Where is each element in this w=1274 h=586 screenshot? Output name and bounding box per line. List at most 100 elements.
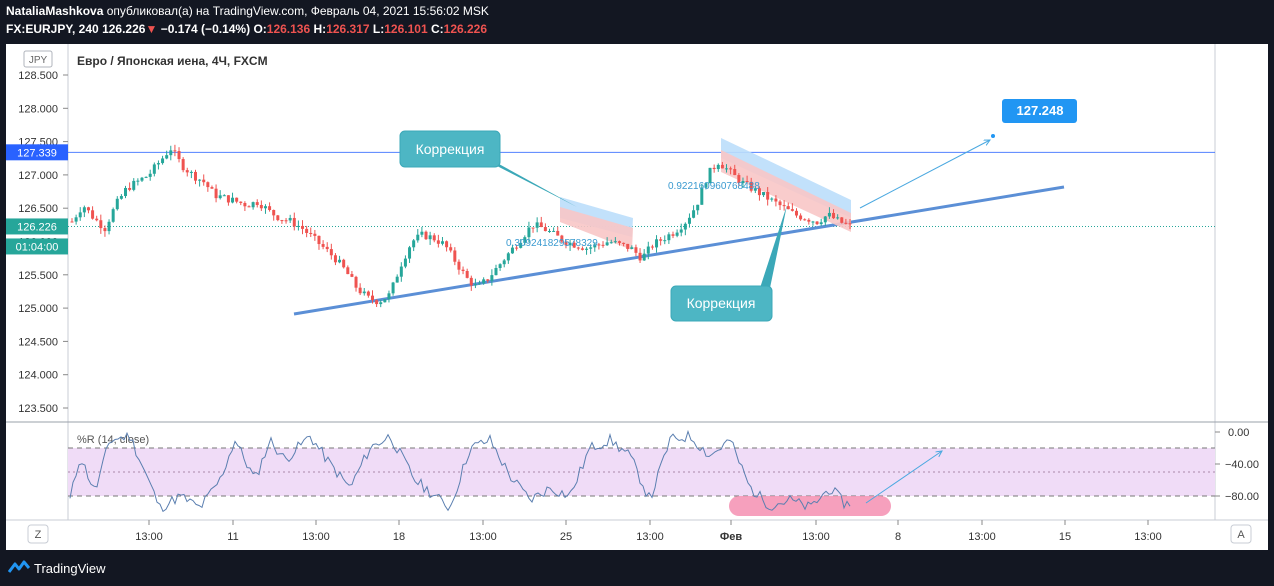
candle-body <box>280 220 284 222</box>
currency-badge-box[interactable] <box>23 50 53 68</box>
candle-body <box>387 293 391 300</box>
author-name: NataliaMashkova <box>6 4 104 18</box>
candle-body <box>502 260 506 265</box>
candle-body <box>103 228 107 232</box>
candle-body <box>613 241 617 243</box>
candle-body <box>700 187 704 205</box>
candle-body <box>535 222 539 228</box>
target-anchor <box>991 134 995 138</box>
callout-bottom-pointer <box>760 205 787 288</box>
callout-top[interactable] <box>399 130 501 168</box>
candle-body <box>617 241 621 243</box>
wr-highlight[interactable] <box>729 496 891 516</box>
wr-tick-0: 0.00 <box>1228 427 1249 439</box>
candle-body <box>836 217 840 219</box>
candle-body <box>259 204 263 209</box>
candle-body <box>408 247 412 259</box>
candle-body <box>169 150 173 156</box>
candle-body <box>78 212 82 218</box>
candle-body <box>807 219 811 222</box>
candle-body <box>457 261 461 270</box>
candle-body <box>124 187 128 197</box>
trendline[interactable] <box>293 185 1065 316</box>
candle-body <box>568 242 572 246</box>
candle-body <box>576 247 580 249</box>
candle-body <box>663 240 667 242</box>
footer-bar <box>0 552 1274 586</box>
open-value: 126.136 <box>266 22 311 36</box>
tradingview-brand[interactable]: TradingView <box>34 561 106 576</box>
candle-body <box>473 284 477 286</box>
candle-body <box>523 237 527 243</box>
channel1-lower[interactable] <box>560 207 633 250</box>
candle-body <box>156 163 160 165</box>
candle-body <box>593 244 597 248</box>
wr-arrow[interactable] <box>865 451 942 504</box>
chart-panel[interactable]: Евро / Японская иена, 4Ч, FXCM JPY 128.5… <box>6 44 1268 550</box>
price-tick-label: 124.500 <box>18 336 58 348</box>
candle-body <box>226 195 230 203</box>
projection-arrow[interactable] <box>859 140 990 209</box>
candle-body <box>99 220 103 229</box>
candle-body <box>556 230 560 236</box>
candle-body <box>338 259 342 263</box>
candle-body <box>128 187 132 190</box>
candle-body <box>778 201 782 206</box>
candle-body <box>605 242 609 246</box>
channel2-lower[interactable] <box>721 150 851 232</box>
price-tick-label: 125.000 <box>18 303 58 315</box>
candle-body <box>185 170 189 173</box>
currency-badge: JPY <box>29 55 48 66</box>
candle-body <box>766 192 770 200</box>
chart-canvas[interactable]: Евро / Японская иена, 4Ч, FXCM JPY 128.5… <box>6 44 1268 550</box>
candle-body <box>148 173 152 177</box>
high-value: 126.317 <box>326 22 370 36</box>
candle-body <box>655 239 659 248</box>
candle-body <box>675 232 679 236</box>
symbol-label: FX:EURJPY, 240 <box>6 22 99 36</box>
candle-body <box>449 247 453 251</box>
candle-body <box>580 248 584 250</box>
candle-body <box>704 183 708 188</box>
candle-body <box>646 246 650 254</box>
candles[interactable] <box>70 144 852 308</box>
target-badge[interactable] <box>1002 99 1077 123</box>
callout-top-pointer <box>488 158 577 207</box>
time-tick-label: 13:00 <box>302 531 330 543</box>
candle-body <box>527 227 531 238</box>
candle-body <box>757 188 761 196</box>
candle-body <box>428 235 432 240</box>
candle-body <box>659 239 663 241</box>
candle-body <box>585 248 589 250</box>
candle-body <box>342 259 346 268</box>
time-axis[interactable]: 13:00 11 13:00 18 13:00 25 13:00 Фев 13:00 8 13:00… <box>135 520 1162 543</box>
candle-body <box>786 206 790 210</box>
callout-bottom[interactable] <box>670 285 773 322</box>
candle-body <box>725 168 729 170</box>
candle-body <box>560 235 564 242</box>
candle-body <box>193 171 197 181</box>
candle-body <box>370 295 374 301</box>
candle-body <box>552 230 556 232</box>
auto-scale-button-left[interactable] <box>27 524 49 544</box>
candle-body <box>206 182 210 188</box>
ohlc-legend: FX:EURJPY, 240 126.226▼ −0.174 (−0.14%) … <box>6 22 487 36</box>
candle-body <box>313 233 317 236</box>
candle-body <box>832 212 836 219</box>
wr-line[interactable] <box>69 429 851 513</box>
candle-body <box>638 252 642 261</box>
auto-scale-button-right[interactable] <box>1230 524 1252 544</box>
candle-body <box>272 210 276 216</box>
candle-body <box>601 244 605 246</box>
candle-body <box>292 217 296 227</box>
candle-body <box>268 206 272 211</box>
candle-body <box>255 202 259 205</box>
wr-band <box>68 448 1215 496</box>
candle-body <box>531 227 535 229</box>
candle-body <box>202 179 206 183</box>
candle-body <box>753 188 757 191</box>
candle-body <box>432 235 436 241</box>
candle-body <box>626 243 630 249</box>
price-value: 126.226 <box>102 22 146 36</box>
change-value: −0.174 (−0.14%) <box>160 22 251 36</box>
